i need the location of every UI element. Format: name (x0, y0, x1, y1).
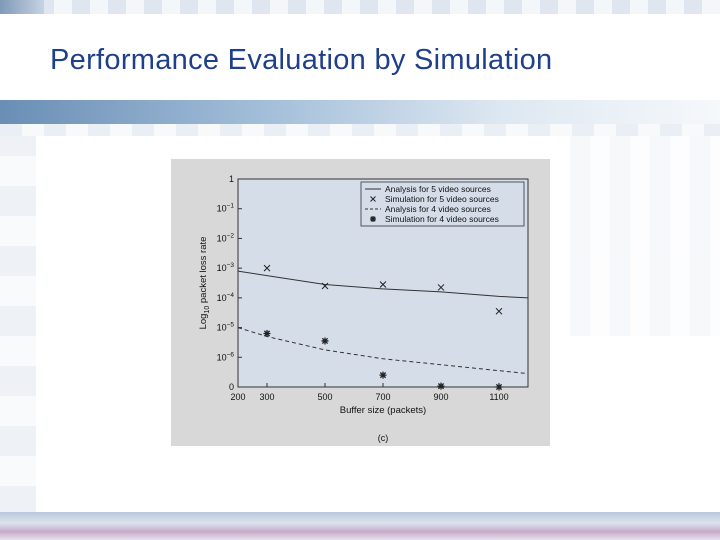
data-point-star-marker (379, 371, 387, 379)
y-tick-label: 10−5 (217, 322, 235, 333)
top-left-decoration (0, 0, 44, 14)
y-tick-exponent: −2 (227, 232, 235, 239)
header-subband-decoration (0, 124, 720, 136)
y-tick-label: 10−3 (217, 262, 235, 273)
data-point-star-marker (263, 330, 271, 338)
y-tick-base: 0 (229, 382, 234, 392)
chart-figure: 1 10−1 10−2 10−3 10−4 10−5 10−6 0 200 300 500 700 9… (171, 159, 550, 446)
legend-label: Analysis for 4 video sources (385, 204, 491, 214)
data-point-x-marker (321, 282, 329, 290)
legend-item: Analysis for 4 video sources (365, 204, 491, 214)
y-axis-label-suffix: packet loss rate (198, 237, 209, 306)
bottom-decoration (0, 512, 720, 540)
y-tick-base: 1 (229, 174, 234, 184)
y-tick-label: 1 (229, 174, 234, 184)
data-point-x-marker (437, 284, 445, 291)
x-tick-label: 200 (230, 392, 245, 402)
y-tick-label: 0 (229, 382, 234, 392)
y-axis-label: Log10 packet loss rate (198, 237, 211, 330)
legend-label: Simulation for 4 video sources (385, 214, 499, 224)
series-solid (237, 270, 529, 299)
data-point-x-marker (370, 196, 376, 202)
figure-caption: (c) (378, 433, 389, 443)
legend-item: Analysis for 5 video sources (365, 184, 491, 194)
series-marker-star (263, 330, 503, 391)
x-tick-label: 1100 (489, 392, 508, 402)
x-axis: 200 300 500 700 900 1100 (230, 383, 509, 402)
y-tick-exponent: −6 (227, 351, 235, 358)
loss-rate-chart: 110−110−210−310−410−510−60 200 300 500 700 9… (171, 159, 550, 446)
y-tick-base: 10 (217, 323, 227, 333)
data-point-x-marker (263, 264, 271, 272)
y-tick-base: 10 (217, 233, 227, 243)
legend-item: Simulation for 5 video sources (370, 194, 499, 204)
x-tick-label: 300 (259, 392, 274, 402)
y-tick-base: 10 (217, 263, 227, 273)
data-point-star-marker (495, 383, 503, 391)
legend-label: Simulation for 5 video sources (385, 194, 499, 204)
y-tick-label: 10−1 (217, 203, 235, 214)
slide-title: Performance Evaluation by Simulation (50, 44, 553, 76)
x-tick-label: 700 (375, 392, 390, 402)
left-decoration (0, 136, 36, 516)
header-band-decoration (0, 100, 720, 124)
legend-label: Analysis for 5 video sources (385, 184, 491, 194)
y-axis-label-sub: 10 (204, 306, 211, 314)
series-line-solid (237, 270, 529, 299)
data-point-star-marker (437, 382, 445, 390)
y-tick-label: 10−2 (217, 232, 235, 243)
y-tick-base: 10 (217, 293, 227, 303)
y-tick-base: 10 (217, 204, 227, 214)
legend-box (360, 181, 525, 227)
y-tick-label: 10−6 (217, 351, 235, 362)
y-tick-exponent: −4 (227, 292, 235, 299)
data-point-x-marker (495, 307, 503, 315)
top-decoration (0, 0, 720, 14)
legend-item: Simulation for 4 video sources (370, 214, 499, 224)
data-point-star-marker (321, 337, 329, 345)
right-decoration (570, 136, 720, 336)
y-tick-exponent: −5 (227, 322, 235, 329)
series-marker-x (263, 264, 503, 315)
y-axis-label-prefix: Log (198, 314, 209, 330)
y-tick-label: 10−4 (217, 292, 235, 303)
y-tick-exponent: −3 (227, 262, 235, 269)
x-tick-label: 500 (317, 392, 332, 402)
y-tick-base: 10 (217, 352, 227, 362)
data-point-x-marker (379, 281, 387, 288)
data-point-star-marker (370, 216, 376, 222)
x-tick-label: 900 (433, 392, 448, 402)
series-group (237, 264, 529, 391)
y-tick-exponent: −1 (227, 203, 235, 210)
y-axis: 110−110−210−310−410−510−60 (217, 174, 242, 392)
x-axis-label: Buffer size (packets) (340, 405, 426, 416)
